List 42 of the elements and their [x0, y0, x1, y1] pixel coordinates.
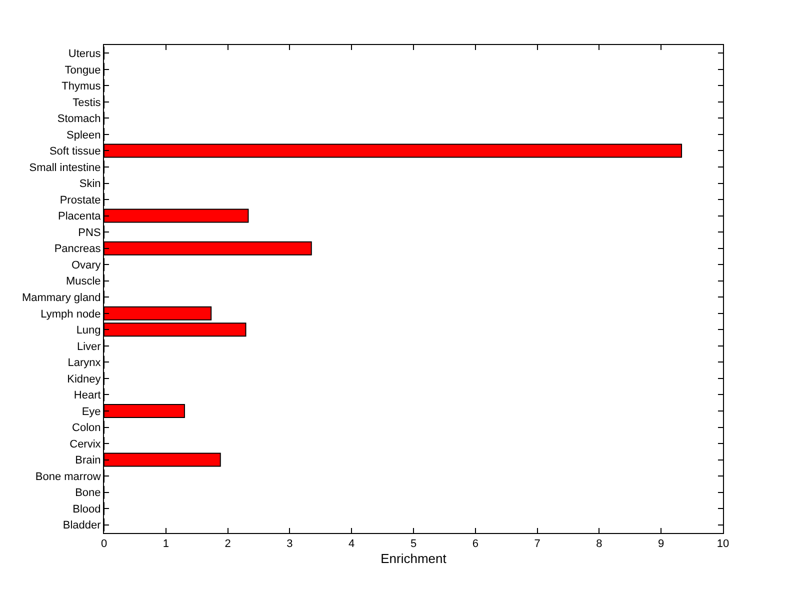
- y-tick-label: Testis: [72, 96, 102, 109]
- x-tick-label: 9: [658, 538, 664, 550]
- y-tick-label: Uterus: [68, 48, 102, 60]
- x-tick-label: 6: [472, 538, 478, 550]
- x-axis-title: Enrichment: [380, 550, 447, 566]
- y-tick-label: Small intestine: [29, 162, 101, 174]
- y-tick-label: Kidney: [67, 373, 102, 386]
- y-tick-label: Blood: [72, 503, 101, 516]
- y-tick-label: Placenta: [58, 210, 102, 223]
- y-tick-label: Lymph node: [40, 308, 101, 320]
- y-tick-label: Liver: [76, 340, 102, 353]
- y-tick-label: Muscle: [66, 276, 101, 288]
- y-tick-label: Stomach: [57, 113, 101, 126]
- y-tick-label: Thymus: [62, 80, 102, 93]
- y-tick-label: Soft tissue: [49, 146, 101, 158]
- x-tick-label: 0: [100, 538, 108, 550]
- y-tick-label: Spleen: [66, 129, 101, 142]
- y-tick-label: Prostate: [60, 194, 101, 206]
- x-tick-label: 5: [410, 538, 417, 550]
- y-tick-label: Ovary: [71, 259, 102, 272]
- x-tick-label: 1: [162, 538, 169, 550]
- y-tick-label: Colon: [72, 422, 101, 434]
- y-tick-label: Skin: [79, 178, 101, 190]
- y-tick-label: Lung: [76, 324, 101, 337]
- y-tick-label: Cervix: [70, 438, 102, 450]
- y-tick-label: Heart: [74, 390, 101, 402]
- y-tick-label: Pancreas: [54, 243, 102, 256]
- x-tick-label: 10: [716, 538, 730, 550]
- y-tick-label: Mammary gland: [22, 292, 101, 304]
- y-tick-label: PNS: [78, 226, 101, 239]
- x-tick-label: 3: [286, 538, 293, 550]
- x-tick-label: 7: [534, 538, 540, 550]
- x-tick-label: 4: [348, 538, 355, 550]
- y-tick-label: Bone: [75, 487, 101, 500]
- y-tick-label: Bladder: [62, 520, 102, 532]
- x-tick-label: 8: [596, 538, 602, 550]
- y-tick-label: Larynx: [68, 357, 102, 370]
- y-tick-label: Bone marrow: [35, 470, 101, 483]
- y-tick-label: Eye: [82, 406, 101, 418]
- y-tick-label: Brain: [75, 454, 101, 467]
- x-tick-label: 2: [224, 538, 231, 550]
- y-tick-label: Tongue: [64, 64, 101, 76]
